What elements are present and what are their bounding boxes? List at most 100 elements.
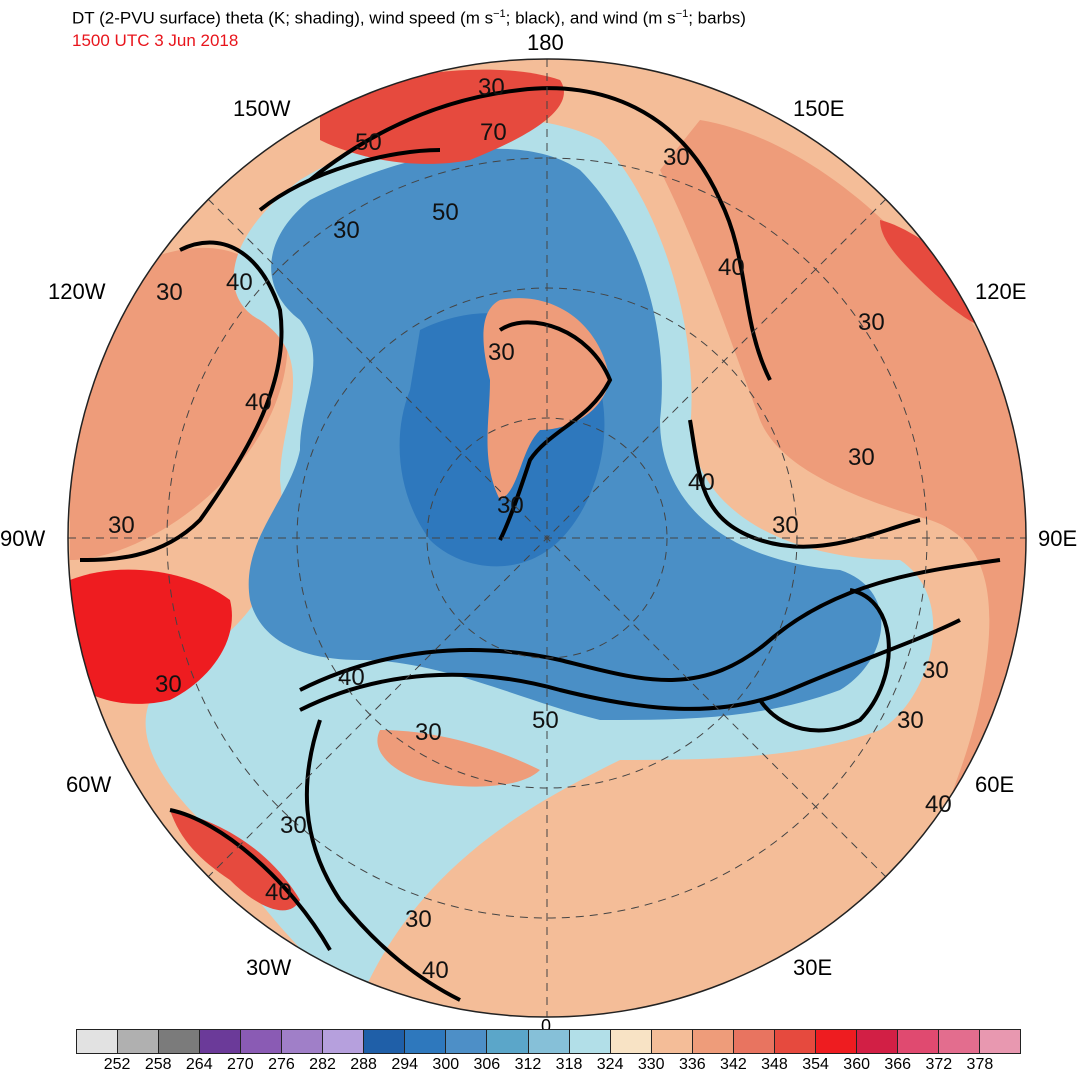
colorbar-tick-label: 354	[802, 1056, 829, 1073]
contour-label: 30	[415, 719, 442, 746]
contour-label: 50	[432, 199, 459, 226]
lon-label-60e: 60E	[975, 772, 1015, 797]
colorbar-swatch	[732, 1029, 774, 1054]
colorbar-tick-label: 270	[226, 1056, 254, 1073]
colorbar-swatch	[445, 1029, 487, 1054]
contour-label: 30	[405, 906, 432, 933]
jet-contour	[169, 808, 332, 951]
contour-label: 50	[355, 129, 382, 156]
contour-label: 30	[155, 671, 182, 698]
colorbar-swatch	[609, 1029, 651, 1054]
colorbar-tick-label: 342	[720, 1056, 747, 1073]
colorbar-swatch	[240, 1029, 282, 1054]
colorbar-tick-label: 318	[555, 1056, 583, 1073]
hot-region-west	[70, 569, 232, 704]
warm-region-west	[70, 247, 288, 560]
colorbar-swatch	[650, 1029, 692, 1054]
contour-label: 40	[925, 791, 952, 818]
colorbar-tick-label: 360	[843, 1056, 870, 1073]
jet-contour	[498, 320, 613, 541]
contour-label: 30	[333, 217, 360, 244]
lon-label-150e: 150E	[793, 96, 845, 121]
colorbar-tick-label: 336	[678, 1056, 706, 1073]
colorbar-swatch	[76, 1029, 118, 1054]
lon-label-90w: 90W	[0, 526, 46, 551]
contour-label: 30	[108, 512, 135, 539]
colorbar-tick-label: 264	[185, 1056, 213, 1073]
contour-label: 40	[226, 269, 253, 296]
contour-label: 50	[532, 707, 559, 734]
colorbar-labels: 252 258 264 270 276 282 288 294 300 306 312 318 324 3…	[0, 1056, 1088, 1076]
contour-label: 40	[245, 389, 272, 416]
contour-label: 30	[897, 707, 924, 734]
colorbar-tick-label: 366	[884, 1056, 912, 1073]
colorbar-swatch	[691, 1029, 733, 1054]
colorbar-swatch	[527, 1029, 569, 1054]
contour-label: 30	[848, 444, 875, 471]
contour-label: 40	[688, 469, 715, 496]
colorbar-tick-label: 276	[268, 1056, 295, 1073]
colorbar-tick-label: 312	[514, 1056, 542, 1073]
jet-contour	[299, 558, 1001, 692]
lon-label-120e: 120E	[975, 279, 1027, 304]
colorbar-swatch	[117, 1029, 159, 1054]
colorbar-swatch	[855, 1029, 897, 1054]
contour-label: 30	[922, 657, 949, 684]
colorbar-swatch	[773, 1029, 815, 1054]
colorbar-swatch	[363, 1029, 405, 1054]
map-border	[67, 58, 1027, 1018]
colorbar-swatch	[814, 1029, 856, 1054]
lon-label-30e: 30E	[793, 955, 833, 980]
lon-label-120w: 120W	[48, 279, 106, 304]
hot-region-southwest	[170, 810, 300, 911]
colorbar-tick-label: 330	[637, 1056, 665, 1073]
lon-label-60w: 60W	[66, 772, 112, 797]
colorbar-tick-label: 306	[473, 1056, 501, 1073]
colorbar	[76, 1029, 1022, 1054]
colorbar-swatch	[158, 1029, 200, 1054]
colorbar-swatch	[281, 1029, 323, 1054]
contour-label: 40	[718, 254, 745, 281]
contour-label: 40	[265, 879, 292, 906]
lon-label-150w: 150W	[233, 96, 291, 121]
valid-time: 1500 UTC 3 Jun 2018	[72, 31, 239, 50]
jet-contour	[79, 240, 284, 562]
lon-label-0: 0	[541, 1016, 552, 1036]
colorbar-swatch	[322, 1029, 364, 1054]
contour-label: 40	[338, 664, 365, 691]
map-disk	[68, 59, 1026, 1017]
lon-label-180: 180	[527, 30, 564, 55]
warm-region-east	[660, 120, 1026, 1000]
colorbar-tick-label: 258	[144, 1056, 172, 1073]
contour-label: 70	[480, 119, 507, 146]
jet-contour	[299, 618, 961, 712]
wind-contours	[79, 86, 1001, 1002]
lon-label-90e: 90E	[1038, 526, 1078, 551]
contour-label: 30	[497, 492, 524, 519]
colorbar-tick-label: 300	[432, 1056, 460, 1073]
contour-label: 30	[772, 512, 799, 539]
colorbar-tick-label: 294	[391, 1056, 419, 1073]
colorbar-tick-label: 282	[309, 1056, 336, 1073]
contour-label: 30	[156, 279, 183, 306]
jet-contour	[308, 86, 772, 381]
colorbar-swatch	[199, 1029, 241, 1054]
jet-contour	[688, 419, 921, 549]
lon-label-30w: 30W	[246, 955, 292, 980]
colorbar-swatch	[937, 1029, 980, 1054]
colorbar-tick-label: 348	[761, 1056, 788, 1073]
jet-contour	[304, 719, 461, 1002]
colorbar-tick-label: 288	[350, 1056, 377, 1073]
hot-region-center	[377, 730, 540, 787]
colorbar-tick-label: 252	[103, 1056, 131, 1073]
graticule	[68, 59, 1026, 1017]
contour-label: 30	[858, 309, 885, 336]
colorbar-swatch	[896, 1029, 938, 1054]
colorbar-swatch	[979, 1029, 1022, 1054]
contour-label: 30	[663, 144, 690, 171]
colorbar-swatch	[568, 1029, 610, 1054]
contour-label: 30	[488, 339, 515, 366]
contour-label: 30	[280, 812, 307, 839]
colorbar-swatch	[404, 1029, 446, 1054]
